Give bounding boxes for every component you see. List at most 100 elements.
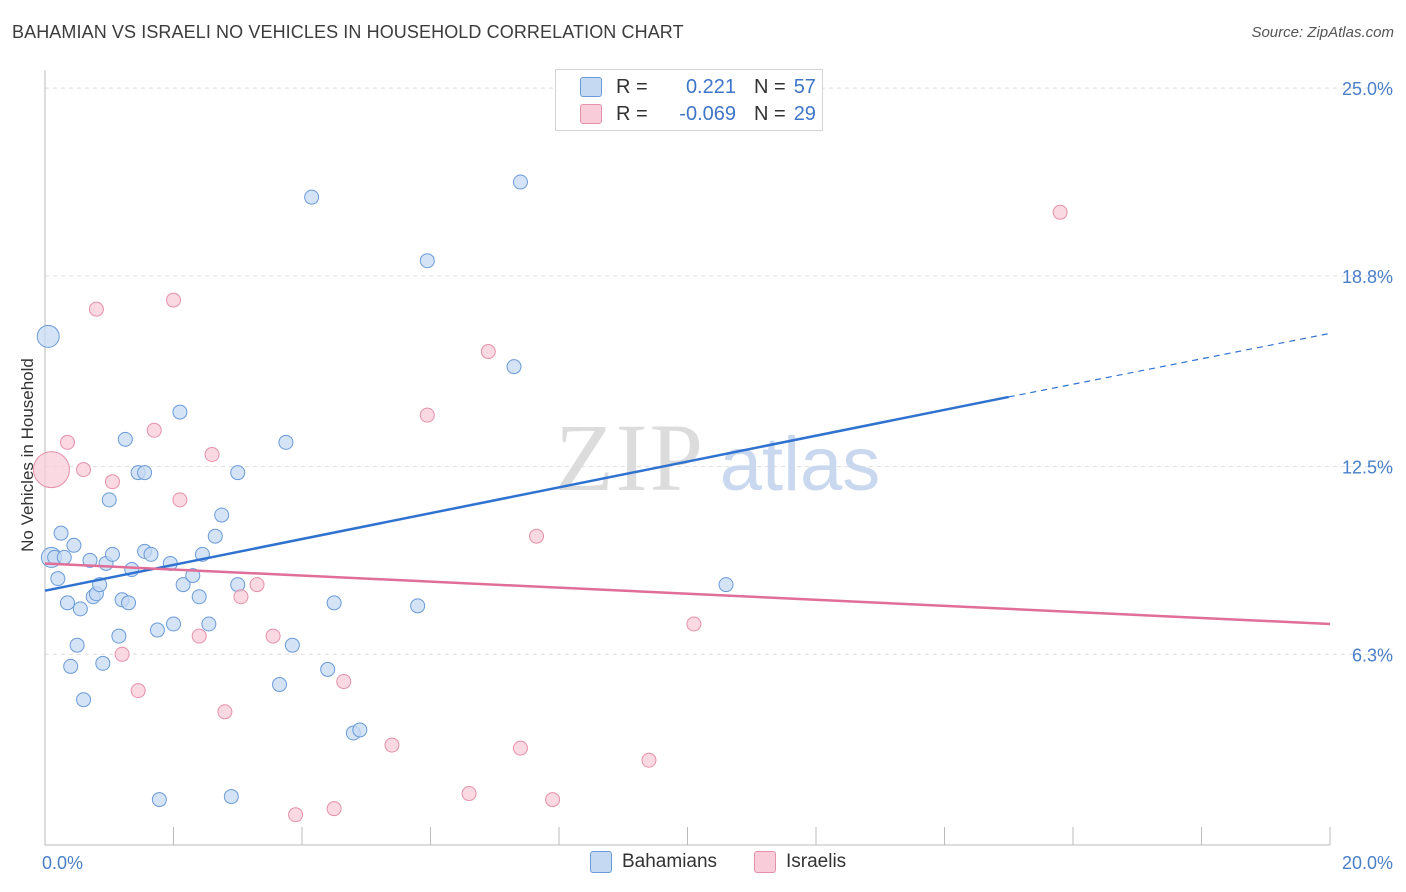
bahamian-point (718, 577, 734, 593)
israeli-point (686, 616, 702, 632)
r-value: 0.221 (685, 75, 736, 98)
israeli-point (265, 628, 281, 644)
watermark: ZIP atlas (555, 404, 880, 511)
bahamian-point (166, 616, 181, 632)
bahamian-point (175, 577, 191, 593)
bahamian-point (76, 692, 92, 708)
bahamian-point (352, 722, 368, 738)
bahamian-point (326, 595, 342, 611)
bahamian-point (320, 661, 336, 677)
israeli-point (529, 528, 545, 544)
n-value: 29 (793, 102, 816, 125)
bahamian-point (111, 628, 127, 644)
r-label: R = (616, 75, 648, 98)
israeli-point (461, 786, 477, 802)
israeli-trend-line (44, 562, 1331, 626)
legend-label: Bahamians (622, 851, 718, 872)
bahamian-point (151, 792, 167, 808)
legend-swatch-pink (580, 104, 602, 124)
bahamian-point (506, 359, 522, 375)
bahamian-point (101, 492, 117, 508)
israeli-point (419, 407, 435, 423)
israeli-point (288, 807, 304, 823)
bahamian-point (56, 549, 72, 565)
bahamian-point (272, 677, 288, 693)
x-tick-label: 0.0% (42, 853, 83, 873)
tick-labels: 6.3% 12.5% 18.8% 25.0% 0.0% 20.0% (42, 79, 1393, 873)
israeli-point (512, 740, 528, 756)
series-bahamians (36, 174, 734, 808)
israeli-point (146, 422, 162, 438)
series-israelis (32, 204, 1068, 823)
legend-row-bahamians: R = 0.221 N = 57 (580, 74, 816, 100)
series-legend: Bahamians Israelis (0, 851, 1406, 877)
israeli-point (326, 801, 342, 817)
y-tick-label: 6.3% (1352, 645, 1393, 665)
bahamian-point (143, 546, 159, 562)
r-value: -0.069 (679, 102, 736, 125)
bahamian-point (53, 525, 69, 541)
israeli-point (130, 683, 146, 699)
source-label: Source: ZipAtlas.com (1251, 24, 1394, 41)
bahamian-point (512, 174, 528, 190)
bahamian-point (304, 189, 320, 205)
israeli-point (204, 446, 220, 462)
israeli-point (233, 589, 249, 605)
bahamian-point (117, 431, 133, 447)
bahamian-point (185, 568, 201, 584)
bahamian-point (36, 324, 60, 348)
israeli-point (191, 628, 207, 644)
bahamian-point (419, 253, 435, 269)
bahamian-trend-line (44, 395, 1009, 592)
bahamian-point (410, 598, 426, 614)
israeli-point (249, 577, 265, 593)
x-tick-label: 20.0% (1342, 853, 1393, 873)
israeli-point (114, 646, 130, 662)
israeli-point (641, 752, 657, 768)
bahamian-point (201, 616, 217, 632)
trend-lines (44, 332, 1331, 626)
n-value: 57 (793, 75, 816, 98)
israeli-point (88, 301, 104, 317)
bahamian-point (59, 595, 75, 611)
bahamian-point (82, 552, 98, 568)
y-tick-label: 12.5% (1342, 458, 1393, 478)
bahamian-point (172, 404, 188, 420)
r-label: R = (616, 102, 648, 125)
israeli-point (336, 674, 352, 690)
chart-title: BAHAMIAN VS ISRAELI NO VEHICLES IN HOUSE… (12, 22, 684, 42)
bahamian-point (121, 595, 137, 611)
bahamian-point (207, 528, 223, 544)
israeli-point (76, 462, 92, 478)
legend-item-bahamians: Bahamians (590, 851, 717, 873)
bahamian-trend-extension (1008, 332, 1331, 398)
israeli-point (166, 292, 181, 308)
bahamian-point (69, 637, 85, 653)
bahamian-point (137, 465, 153, 481)
legend-item-israelis: Israelis (754, 851, 846, 873)
bahamian-point (278, 434, 294, 450)
israeli-point (545, 792, 561, 808)
israeli-point (104, 474, 120, 490)
legend-swatch-blue (590, 851, 612, 873)
bahamian-point (230, 465, 246, 481)
legend-swatch-pink (754, 851, 776, 873)
n-label: N = (754, 75, 786, 98)
bahamian-point (214, 507, 230, 523)
israeli-point (32, 451, 70, 489)
y-tick-label: 25.0% (1342, 79, 1393, 99)
bahamian-point (284, 637, 300, 653)
israeli-point (480, 344, 496, 360)
bahamian-point (191, 589, 207, 605)
israeli-point (1052, 204, 1068, 220)
watermark-atlas: atlas (720, 422, 881, 507)
n-label: N = (754, 102, 786, 125)
y-tick-label: 18.8% (1342, 267, 1393, 287)
bahamian-point (149, 622, 165, 638)
israeli-point (217, 704, 233, 720)
israeli-point (59, 434, 75, 450)
watermark-zip: ZIP (555, 404, 705, 511)
bahamian-point (223, 789, 239, 805)
legend-swatch-blue (580, 77, 602, 97)
